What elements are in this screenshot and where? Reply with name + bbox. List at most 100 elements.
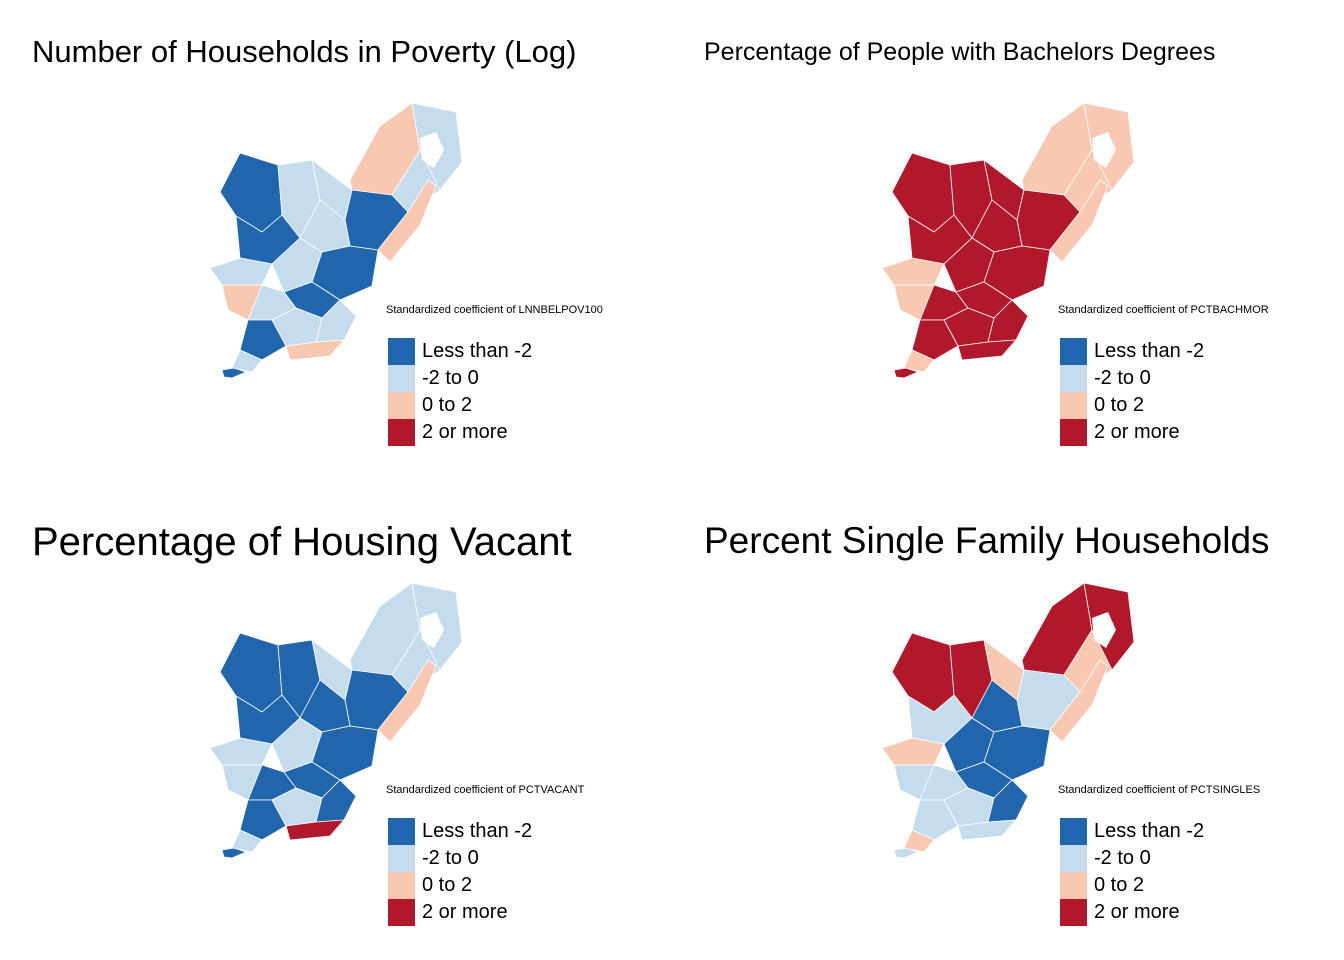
map-region [911,319,959,361]
legend-item: -2 to 0 [388,845,532,872]
legend-swatch [388,338,415,365]
legend-swatch [1060,845,1087,872]
panel-title: Percentage of People with Bachelors Degr… [704,38,1216,66]
legend-label: -2 to 0 [422,367,479,389]
map-region [881,737,945,766]
legend-title: Standardized coefficient of PCTVACANT [386,784,585,796]
map-hole [420,612,444,648]
map-region [987,779,1029,823]
legend-label: -2 to 0 [422,847,479,869]
map-region [903,829,935,853]
map-region [219,152,283,233]
legend: Less than -2 -2 to 0 0 to 2 2 or more [388,338,532,446]
legend-label: 0 to 2 [1094,874,1145,896]
map-panel-singles: Percent Single Family Households Standar… [672,480,1344,960]
map-region [881,257,945,286]
legend-label: Less than -2 [422,340,533,362]
choropleth-map [881,102,1135,379]
map-region [209,257,273,286]
map-region [231,829,263,853]
map-region [903,349,935,373]
choropleth-map [209,102,463,379]
map-region [315,779,357,823]
map-hole [1092,132,1116,168]
legend-label: 0 to 2 [422,874,473,896]
legend: Less than -2 -2 to 0 0 to 2 2 or more [1060,818,1204,926]
legend-item: 2 or more [388,419,532,446]
map-panel-vacant: Percentage of Housing Vacant Standardize… [0,480,672,960]
legend-swatch [388,365,415,392]
legend-label: -2 to 0 [1094,847,1151,869]
map-region [231,349,263,373]
map-region [221,367,247,379]
legend: Less than -2 -2 to 0 0 to 2 2 or more [388,818,532,926]
map-region [285,339,345,361]
legend-swatch [1060,419,1087,446]
map-hole [420,132,444,168]
legend-label: 0 to 2 [1094,394,1145,416]
map-region [893,847,919,859]
legend-item: 2 or more [1060,899,1204,926]
legend-swatch [388,419,415,446]
legend-swatch [388,872,415,899]
map-region [315,299,357,343]
panel-title: Number of Households in Poverty (Log) [32,34,577,69]
map-region [239,799,287,841]
map-region [891,632,955,713]
legend-swatch [388,392,415,419]
legend-item: -2 to 0 [1060,845,1204,872]
legend-label: Less than -2 [1094,340,1205,362]
legend-item: 0 to 2 [1060,872,1204,899]
legend-item: -2 to 0 [388,365,532,392]
legend-label: 0 to 2 [422,394,473,416]
legend-title: Standardized coefficient of LNNBELPOV100 [386,304,603,316]
legend-swatch [1060,899,1087,926]
legend-swatch [388,845,415,872]
legend-swatch [1060,818,1087,845]
legend-swatch [388,899,415,926]
legend-swatch [1060,338,1087,365]
map-region [911,799,959,841]
legend-swatch [388,818,415,845]
legend: Less than -2 -2 to 0 0 to 2 2 or more [1060,338,1204,446]
panel-title: Percentage of Housing Vacant [32,520,572,564]
legend-item: Less than -2 [388,338,532,365]
map-region [221,847,247,859]
legend-label: 2 or more [422,901,508,923]
legend-swatch [1060,392,1087,419]
map-region [377,179,437,263]
legend-item: 2 or more [1060,419,1204,446]
map-region [219,632,283,713]
map-region [957,339,1017,361]
map-panel-poverty: Number of Households in Poverty (Log) St… [0,0,672,480]
panel-title: Percent Single Family Households [704,520,1270,561]
map-region [377,659,437,743]
legend-label: 2 or more [1094,421,1180,443]
map-hole [1092,612,1116,648]
map-region [1049,659,1109,743]
choropleth-map [881,582,1135,859]
choropleth-map [209,582,463,859]
map-region [1049,179,1109,263]
legend-item: 0 to 2 [388,392,532,419]
legend-title: Standardized coefficient of PCTBACHMOR [1058,304,1269,316]
map-region [987,299,1029,343]
legend-label: Less than -2 [422,820,533,842]
legend-item: 0 to 2 [388,872,532,899]
legend-label: -2 to 0 [1094,367,1151,389]
legend-item: Less than -2 [1060,338,1204,365]
map-region [893,367,919,379]
map-panel-bachelors: Percentage of People with Bachelors Degr… [672,0,1344,480]
legend-swatch [1060,365,1087,392]
map-region [957,819,1017,841]
legend-label: 2 or more [1094,901,1180,923]
legend-title: Standardized coefficient of PCTSINGLES [1058,784,1261,796]
map-region [239,319,287,361]
legend-item: Less than -2 [1060,818,1204,845]
legend-item: Less than -2 [388,818,532,845]
legend-label: Less than -2 [1094,820,1205,842]
legend-swatch [1060,872,1087,899]
map-region [285,819,345,841]
map-region [209,737,273,766]
legend-item: -2 to 0 [1060,365,1204,392]
